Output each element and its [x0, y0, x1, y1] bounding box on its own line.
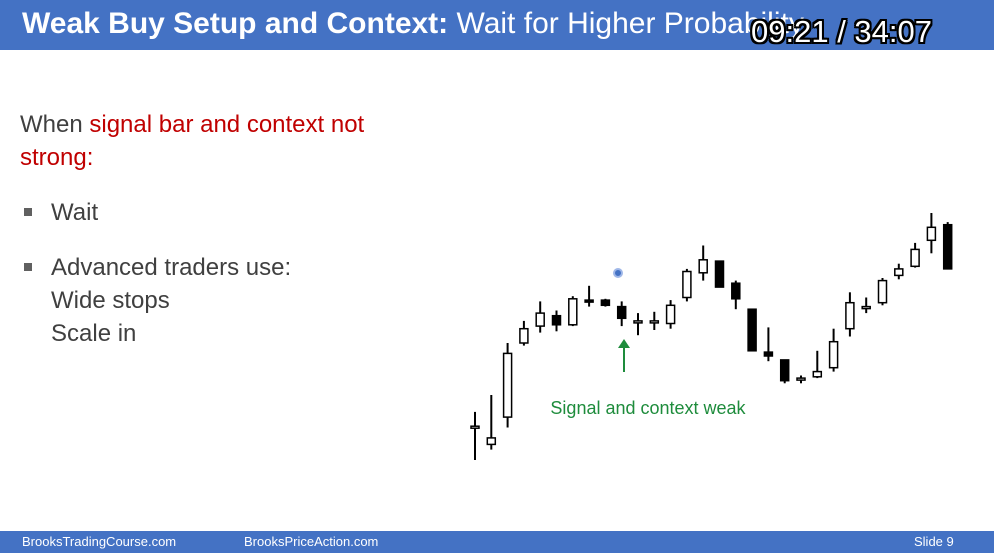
footer-site-left: BrooksTradingCourse.com — [22, 534, 177, 549]
bull-candle-body — [486, 437, 497, 446]
bear-candle-body — [942, 223, 953, 270]
bull-candle-body — [568, 298, 578, 326]
bear-candle-body — [763, 351, 774, 357]
candle — [470, 411, 480, 460]
candle — [779, 359, 790, 384]
title-bar: Weak Buy Setup and Context: Wait for Hig… — [0, 0, 994, 50]
bear-candle-body — [600, 299, 611, 307]
candle — [551, 310, 562, 332]
candle — [942, 222, 953, 270]
intro-text-plain: When — [20, 111, 90, 138]
candle — [600, 298, 611, 307]
bullet-wait: Wait — [20, 196, 440, 229]
bull-candle-body — [502, 352, 513, 418]
candle — [894, 263, 904, 280]
candle — [861, 297, 871, 314]
slide-title: Weak Buy Setup and Context: Wait for Hig… — [22, 6, 804, 42]
candle — [616, 301, 627, 327]
bear-candle-body — [714, 260, 725, 288]
slide-title-rest: Wait for Higher Probability — [448, 7, 804, 40]
candle — [926, 213, 937, 254]
candle — [519, 320, 529, 346]
candle — [845, 292, 855, 337]
bull-candle-body — [665, 304, 676, 325]
candlestick-chart: Signal and context weak — [470, 213, 953, 460]
bull-candle-body — [535, 312, 545, 327]
candle — [698, 245, 708, 281]
bullet-line: Wide stops — [51, 287, 170, 314]
bull-candle-body — [812, 370, 823, 378]
bull-candle-body — [894, 268, 904, 277]
bull-candle-body — [861, 305, 871, 310]
candle — [812, 350, 823, 379]
footer-site-middle: BrooksPriceAction.com — [244, 534, 379, 549]
candle — [486, 395, 497, 450]
intro-text: When signal bar and context not strong: — [20, 108, 440, 174]
candle — [665, 300, 676, 329]
bear-candle-body — [731, 282, 741, 300]
chart-annotation: Signal and context weak — [550, 398, 746, 418]
candle — [568, 296, 578, 327]
candle — [747, 308, 757, 352]
candle — [731, 280, 741, 310]
candle — [633, 313, 643, 336]
candle — [682, 268, 692, 302]
candle — [910, 242, 920, 268]
candle — [535, 301, 545, 333]
candle — [584, 285, 594, 307]
candle — [877, 278, 888, 306]
bull-candle-body — [926, 226, 937, 242]
intro-text-highlight: signal bar and context not strong: — [20, 111, 365, 171]
candle — [502, 343, 513, 428]
bull-candle-body — [682, 270, 692, 299]
bull-candle-body — [877, 279, 888, 304]
candle — [714, 260, 725, 288]
bullet-square-icon — [24, 208, 32, 216]
footer-bar: BrooksTradingCourse.com BrooksPriceActio… — [0, 531, 994, 553]
bear-candle-body — [747, 308, 757, 352]
slide-body: When signal bar and context not strong: … — [20, 108, 440, 350]
slide-title-bold: Weak Buy Setup and Context: — [22, 7, 449, 40]
bull-candle-body — [828, 340, 839, 369]
bear-candle-body — [616, 305, 627, 320]
bull-candle-body — [845, 301, 855, 330]
slide-number: Slide 9 — [914, 534, 954, 549]
candle — [828, 328, 839, 372]
bullet-line: Wait — [51, 199, 99, 226]
bull-candle-body — [470, 425, 480, 429]
bear-candle-body — [779, 359, 790, 382]
bullet-square-icon — [24, 263, 32, 271]
bull-candle-body — [698, 259, 708, 274]
bull-candle-body — [796, 377, 806, 381]
bull-candle-body — [910, 248, 920, 268]
bull-candle-body — [649, 320, 660, 324]
candle — [763, 327, 774, 362]
candle — [649, 311, 660, 330]
bull-candle-body — [519, 327, 529, 344]
video-timestamp: 09:21 / 34:07 — [751, 14, 932, 49]
cursor-dot-icon — [613, 268, 623, 278]
bull-candle-body — [633, 320, 643, 324]
bullet-line: Scale in — [51, 320, 137, 347]
candle — [796, 375, 806, 384]
bear-candle-body — [551, 314, 562, 326]
bullet-advanced-traders: Advanced traders use: Wide stops Scale i… — [20, 251, 440, 350]
bear-candle-body — [584, 299, 594, 303]
bullet-line: Advanced traders use: — [51, 254, 292, 281]
signal-arrow-icon — [618, 339, 630, 372]
